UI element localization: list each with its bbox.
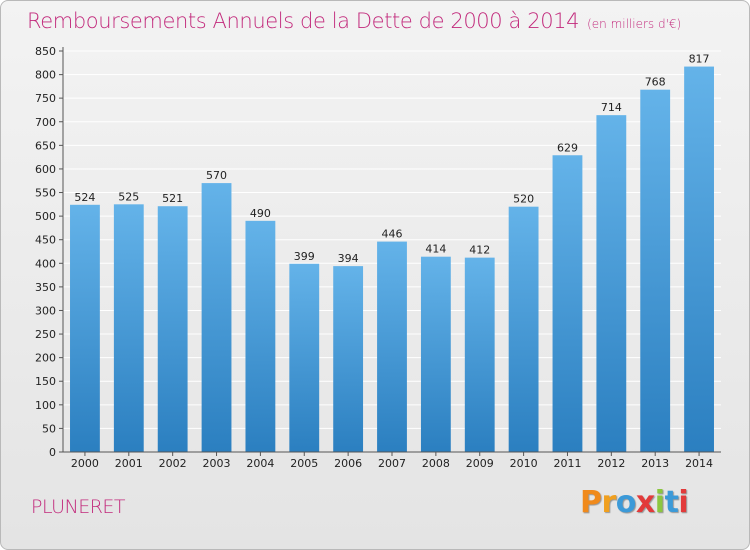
chart-title: Remboursements Annuels de la Dette de 20… bbox=[27, 9, 681, 33]
bar bbox=[157, 206, 188, 452]
x-tick-label: 2011 bbox=[553, 457, 581, 470]
x-tick-label: 2008 bbox=[422, 457, 450, 470]
bar bbox=[333, 266, 364, 452]
logo-letter: r bbox=[601, 485, 617, 520]
y-tick-label: 550 bbox=[35, 187, 56, 200]
y-tick-label: 600 bbox=[35, 163, 56, 176]
x-tick-label: 2012 bbox=[597, 457, 625, 470]
data-label: 414 bbox=[425, 243, 446, 256]
x-tick-label: 2000 bbox=[71, 457, 99, 470]
data-label: 714 bbox=[601, 101, 622, 114]
x-tick-label: 2002 bbox=[159, 457, 187, 470]
x-tick-label: 2001 bbox=[115, 457, 143, 470]
bar bbox=[420, 256, 451, 452]
bar bbox=[508, 206, 539, 452]
data-label: 490 bbox=[250, 207, 271, 220]
y-tick-label: 650 bbox=[35, 139, 56, 152]
bar bbox=[70, 204, 100, 452]
bar bbox=[377, 241, 407, 452]
logo-letter: t bbox=[664, 485, 679, 520]
data-label: 412 bbox=[469, 244, 490, 257]
y-tick-label: 200 bbox=[35, 352, 56, 365]
y-tick-label: 800 bbox=[35, 69, 56, 82]
y-tick-label: 300 bbox=[35, 304, 56, 317]
x-tick-label: 2005 bbox=[290, 457, 318, 470]
data-label: 520 bbox=[513, 193, 534, 206]
logo-letter: o bbox=[615, 485, 637, 520]
data-label: 570 bbox=[206, 169, 227, 182]
bar bbox=[201, 183, 232, 452]
x-tick-label: 2003 bbox=[203, 457, 231, 470]
data-label: 768 bbox=[645, 76, 666, 89]
logo-letter: i bbox=[678, 485, 689, 520]
data-label: 629 bbox=[557, 141, 578, 154]
bar bbox=[464, 257, 495, 452]
data-label: 521 bbox=[162, 192, 183, 205]
y-tick-label: 350 bbox=[35, 281, 56, 294]
y-tick-label: 700 bbox=[35, 116, 56, 129]
y-tick-label: 850 bbox=[35, 45, 56, 58]
y-tick-label: 750 bbox=[35, 92, 56, 105]
axes bbox=[59, 47, 721, 456]
x-tick-label: 2013 bbox=[641, 457, 669, 470]
y-tick-label: 50 bbox=[42, 422, 56, 435]
data-label: 817 bbox=[689, 53, 710, 66]
y-tick-label: 150 bbox=[35, 375, 56, 388]
x-tick-label: 2009 bbox=[466, 457, 494, 470]
bar bbox=[684, 66, 714, 452]
y-tick-label: 450 bbox=[35, 234, 56, 247]
chart-title-text: Remboursements Annuels de la Dette de 20… bbox=[27, 9, 580, 33]
bar bbox=[245, 220, 276, 452]
data-label: 525 bbox=[118, 190, 139, 203]
bar bbox=[596, 115, 627, 452]
y-tick-label: 500 bbox=[35, 210, 56, 223]
data-label: 446 bbox=[382, 228, 403, 241]
y-tick-label: 0 bbox=[49, 446, 56, 459]
labels: 0 50 100 150 200 250 300 350 400 450 500 550 600 650 7… bbox=[35, 45, 713, 470]
bar bbox=[289, 263, 320, 452]
chart-subtitle: (en milliers d'€) bbox=[587, 17, 682, 31]
data-label: 399 bbox=[294, 250, 315, 263]
bar bbox=[640, 89, 671, 453]
commune-name: PLUNERET bbox=[31, 496, 126, 518]
y-tick-label: 100 bbox=[35, 399, 56, 412]
y-tick-label: 400 bbox=[35, 257, 56, 270]
data-label: 394 bbox=[338, 252, 359, 265]
x-tick-label: 2014 bbox=[685, 457, 713, 470]
x-tick-label: 2010 bbox=[510, 457, 538, 470]
x-tick-label: 2007 bbox=[378, 457, 406, 470]
y-tick-label: 250 bbox=[35, 328, 56, 341]
x-tick-label: 2004 bbox=[246, 457, 274, 470]
logo-letter: P bbox=[580, 485, 602, 520]
x-tick-label: 2006 bbox=[334, 457, 362, 470]
proxiti-logo: Proxiti bbox=[580, 485, 689, 520]
bar bbox=[552, 155, 583, 452]
bar bbox=[113, 204, 144, 452]
logo-letter: i bbox=[654, 485, 665, 520]
bars bbox=[70, 66, 714, 453]
data-label: 524 bbox=[74, 191, 95, 204]
logo-letter: x bbox=[635, 485, 655, 520]
